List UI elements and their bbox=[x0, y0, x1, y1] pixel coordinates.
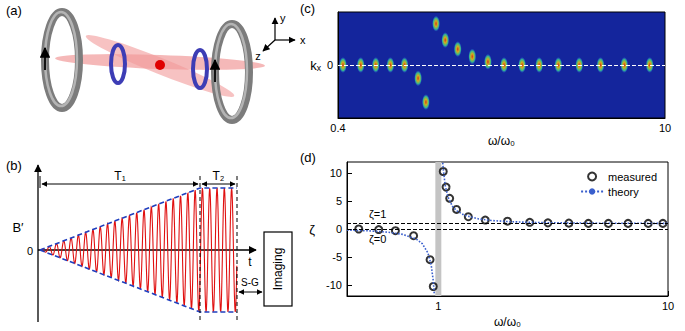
svg-text:0: 0 bbox=[27, 245, 33, 257]
svg-text:measured: measured bbox=[608, 171, 657, 183]
svg-text:theory: theory bbox=[608, 186, 639, 198]
html-text:(d): (d) bbox=[300, 150, 316, 165]
svg-text:t: t bbox=[248, 255, 252, 269]
svg-text:-5: -5 bbox=[332, 251, 342, 263]
svg-text:y: y bbox=[280, 12, 286, 24]
svg-text:x: x bbox=[300, 34, 306, 46]
svg-text:0.4: 0.4 bbox=[330, 122, 345, 134]
svg-text:T₂: T₂ bbox=[213, 169, 225, 183]
svg-text:10: 10 bbox=[659, 122, 671, 134]
svg-text:1: 1 bbox=[435, 300, 441, 312]
svg-text:S-G: S-G bbox=[241, 277, 259, 288]
svg-text:(b): (b) bbox=[6, 158, 22, 173]
svg-text:10: 10 bbox=[330, 167, 342, 179]
svg-text:Imaging: Imaging bbox=[271, 248, 285, 291]
svg-text:B′: B′ bbox=[12, 220, 24, 235]
svg-text:ζ=0: ζ=0 bbox=[369, 233, 386, 245]
svg-text:kₓ: kₓ bbox=[310, 58, 322, 73]
svg-text:0: 0 bbox=[336, 223, 342, 235]
svg-text:5: 5 bbox=[336, 195, 342, 207]
svg-text:ω/ω₀: ω/ω₀ bbox=[488, 134, 515, 148]
svg-text:T₁: T₁ bbox=[114, 169, 125, 183]
html-text:(c): (c) bbox=[300, 1, 316, 16]
svg-text:ω/ω₀: ω/ω₀ bbox=[494, 315, 521, 329]
svg-text:-10: -10 bbox=[326, 279, 342, 291]
svg-text:(a): (a) bbox=[6, 3, 22, 18]
svg-text:ζ=1: ζ=1 bbox=[369, 208, 386, 220]
svg-text:0: 0 bbox=[327, 59, 333, 71]
svg-text:z: z bbox=[255, 50, 261, 62]
svg-text:10: 10 bbox=[662, 300, 674, 312]
svg-text:ζ: ζ bbox=[309, 222, 315, 237]
